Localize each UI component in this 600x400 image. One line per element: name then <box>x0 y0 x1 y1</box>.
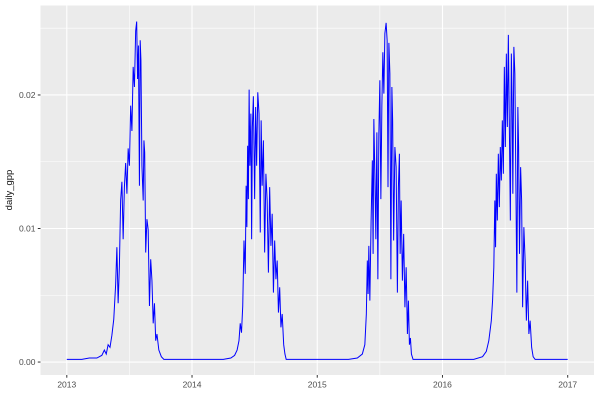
x-tick-label: 2013 <box>57 380 76 390</box>
line-series-daily_gpp <box>66 21 568 360</box>
y-axis-title: daily_gpp <box>4 170 15 211</box>
y-tick-label: 0.02 <box>19 90 36 100</box>
x-tick-label: 2016 <box>433 380 452 390</box>
y-tick-label: 0.00 <box>19 357 36 367</box>
x-tick-label: 2017 <box>558 380 577 390</box>
y-tick-label: 0.01 <box>19 223 36 233</box>
x-tick-label: 2015 <box>308 380 327 390</box>
x-tick-label: 2014 <box>183 380 202 390</box>
